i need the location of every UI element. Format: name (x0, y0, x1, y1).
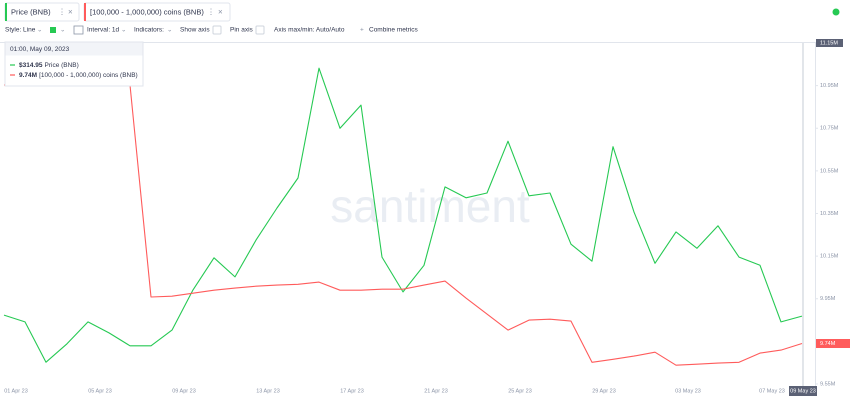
x-tick-label: 21 Apr 23 (424, 388, 448, 394)
chip-color (84, 3, 86, 21)
y-tick-label: 10.35M (820, 211, 839, 217)
tooltip-value: $314.95 (19, 62, 43, 69)
y-tick-label: 9.55M (820, 381, 836, 387)
tooltip-metric: Price (BNB) (45, 62, 79, 69)
chip-menu[interactable]: ⋮ (58, 8, 66, 17)
x-tick-label: 03 May 23 (675, 388, 701, 394)
y-tick-label: 11.15M (820, 40, 838, 46)
tooltip-header (5, 42, 143, 56)
dropdown-icon: ⌄ (121, 27, 126, 34)
y-tick-label: 10.75M (820, 126, 839, 132)
indicators-control[interactable]: Indicators: (134, 27, 164, 34)
show-axis-toggle[interactable]: Show axis (180, 27, 210, 34)
x-label-highlight (789, 386, 817, 396)
combine-metrics-button[interactable]: Combine metrics (369, 27, 419, 34)
tooltip-row: $314.95 Price (BNB) (19, 62, 79, 69)
chip-close[interactable]: × (68, 8, 73, 17)
watermark: santiment (330, 180, 530, 232)
tooltip-value: 9.74M (19, 72, 37, 79)
style-control[interactable]: Style: Line (5, 27, 36, 34)
x-tick-label: 05 Apr 23 (88, 388, 112, 394)
series-line (4, 84, 803, 366)
y-tick-label: 9.95M (820, 296, 836, 302)
calendar-icon (73, 25, 84, 35)
x-tick-label: 09 May 23 (790, 388, 816, 394)
dropdown-icon: ⌄ (167, 27, 172, 34)
color-swatch[interactable] (50, 27, 56, 33)
x-tick-label: 01 Apr 23 (4, 388, 28, 394)
chip-close[interactable]: × (218, 8, 223, 17)
tooltip-row: 9.74M [100,000 - 1,000,000) coins (BNB) (19, 72, 138, 79)
tooltip-metric: [100,000 - 1,000,000) coins (BNB) (39, 72, 138, 79)
x-tick-label: 13 Apr 23 (256, 388, 280, 394)
value-highlight (816, 339, 850, 349)
y-tick-label: 10.15M (820, 254, 839, 260)
checkbox[interactable] (255, 25, 265, 35)
x-tick-label: 29 Apr 23 (592, 388, 616, 394)
current-value-label: 9.74M (820, 341, 836, 347)
x-tick-label: 09 Apr 23 (172, 388, 196, 394)
tooltip-date: 01:00, May 09, 2023 (10, 46, 70, 53)
x-tick-label: 17 Apr 23 (340, 388, 364, 394)
status-dot (832, 8, 840, 16)
series-line (3, 67, 803, 363)
dropdown-icon: ⌄ (37, 27, 42, 34)
interval-control[interactable]: Interval: 1d (87, 27, 120, 34)
y-tick-label: 10.55M (820, 168, 839, 174)
axis-minmax-control[interactable]: Axis max/min: Auto/Auto (274, 27, 345, 34)
chip-menu[interactable]: ⋮ (207, 8, 215, 17)
pin-axis-toggle[interactable]: Pin axis (230, 27, 254, 34)
y-tick-highlight (816, 39, 843, 47)
dropdown-icon: ⌄ (60, 27, 65, 34)
y-tick-label: 10.95M (820, 83, 839, 89)
chip-label: Price (BNB) (11, 7, 51, 16)
plus-icon: + (360, 27, 364, 34)
chip-label: [100,000 - 1,000,000) coins (BNB) (90, 7, 204, 16)
x-tick-label: 07 May 23 (759, 388, 785, 394)
x-tick-label: 25 Apr 23 (508, 388, 532, 394)
checkbox[interactable] (212, 25, 222, 35)
chip-color (5, 3, 7, 21)
